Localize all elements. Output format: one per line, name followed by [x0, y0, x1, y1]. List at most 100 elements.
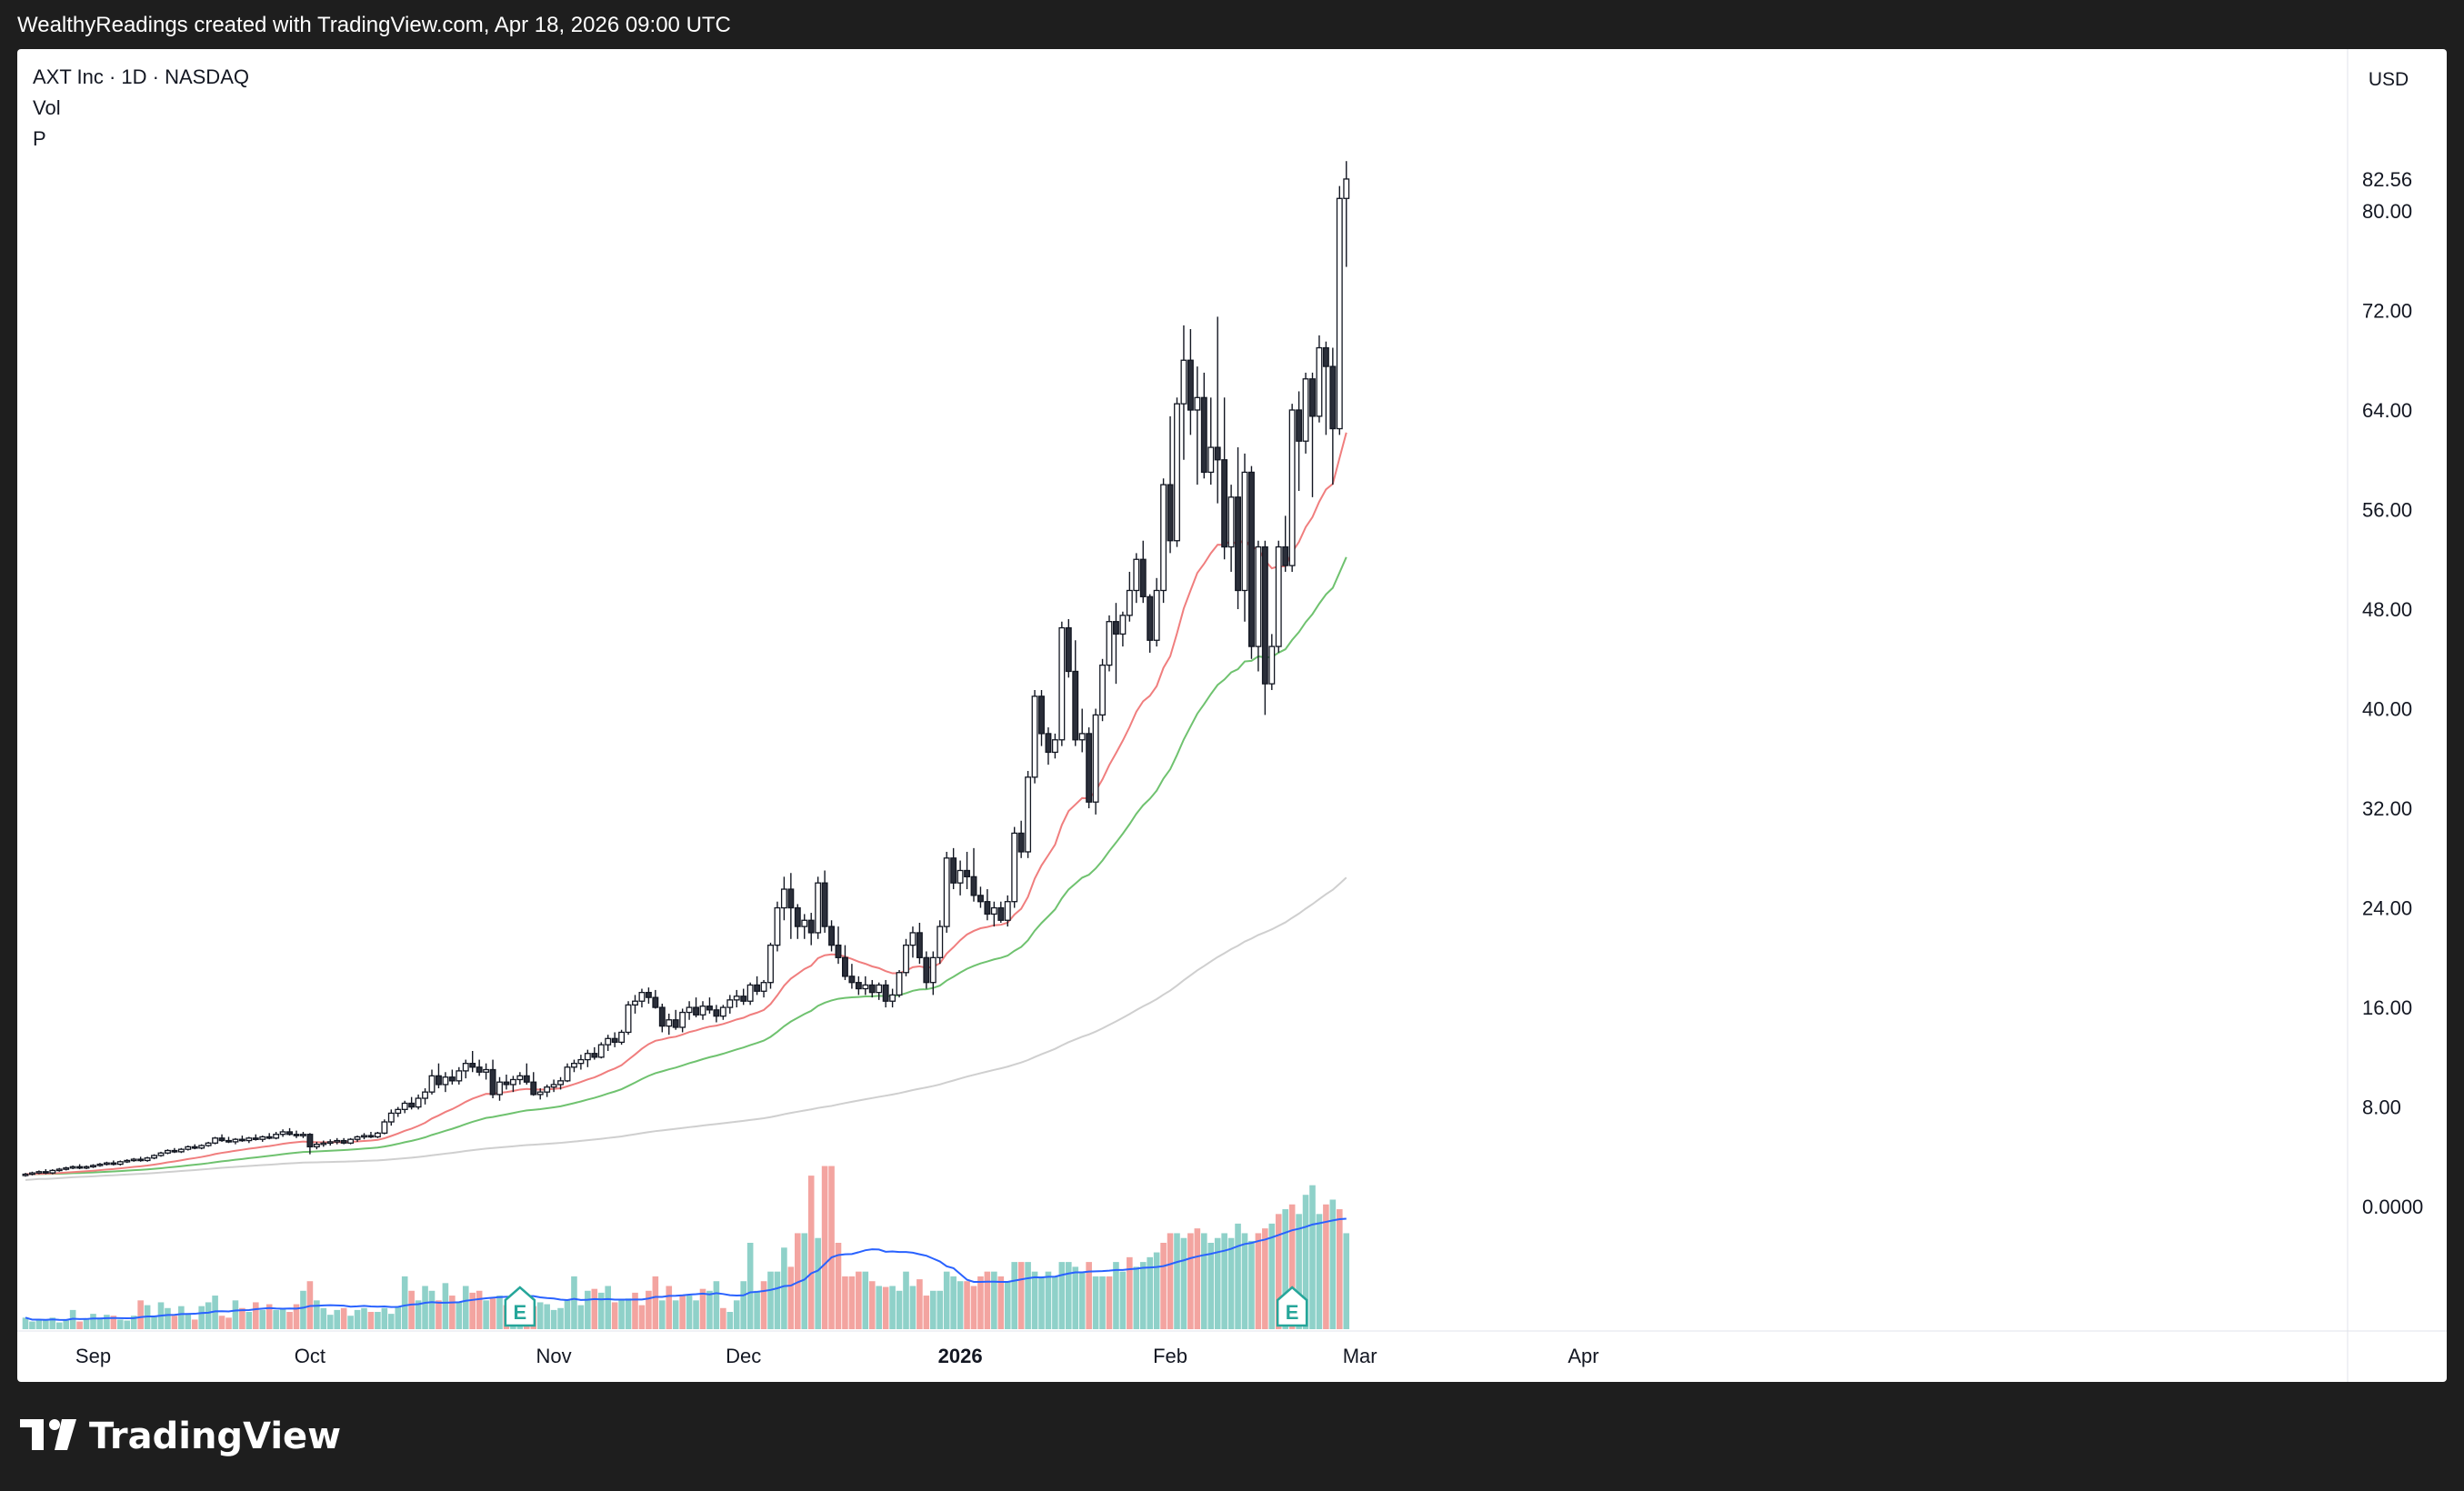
volume-bar	[1194, 1228, 1201, 1329]
candle-body	[977, 895, 984, 903]
volume-bar	[597, 1292, 605, 1329]
volume-bar	[585, 1290, 591, 1329]
price-chart[interactable]: 82.56 80.00 72.00 64.00 56.00 48.00 40.00 32.00…	[17, 49, 2447, 1382]
candle-body	[937, 926, 944, 958]
candle-body	[550, 1084, 557, 1088]
volume-bar	[1058, 1262, 1066, 1329]
volume-bar	[415, 1300, 422, 1329]
candle-body	[916, 932, 923, 958]
currency-button[interactable]: USD	[2368, 69, 2409, 90]
candle-body	[103, 1162, 110, 1166]
candle-body	[868, 984, 876, 994]
candle-body	[605, 1037, 612, 1046]
volume-bar	[456, 1302, 463, 1329]
candle-body	[767, 944, 774, 984]
volume-bar	[550, 1309, 557, 1329]
candle-body	[801, 919, 808, 927]
candle-body	[1017, 832, 1025, 853]
volume-bar	[1160, 1243, 1167, 1329]
candle-body	[706, 1006, 713, 1011]
candle-body	[564, 1066, 571, 1082]
candle-body	[1051, 739, 1058, 754]
candle-body	[395, 1108, 402, 1115]
volume-bar	[367, 1312, 375, 1329]
candle-body	[238, 1138, 245, 1142]
volume-bar	[876, 1286, 882, 1329]
volume-bar	[1235, 1223, 1241, 1329]
volume-bar	[638, 1305, 646, 1329]
price-tick-label: 72.00	[2362, 299, 2412, 322]
candle-body	[625, 1004, 632, 1034]
volume-bar	[1180, 1237, 1187, 1329]
earnings-marker-icon: E	[1276, 1286, 1308, 1327]
candle-body	[693, 1006, 699, 1016]
volume-bar	[646, 1290, 652, 1329]
price-indicator-label[interactable]: P	[33, 127, 46, 150]
candle-body	[726, 999, 734, 1008]
symbol-title[interactable]: AXT Inc · 1D · NASDAQ	[33, 65, 249, 88]
volume-bar	[868, 1281, 876, 1329]
volume-bar	[1227, 1237, 1235, 1329]
time-tick-label: Oct	[295, 1345, 326, 1367]
time-tick-label: Nov	[536, 1345, 572, 1367]
slow-moving-average-line	[25, 876, 1347, 1181]
volume-bar	[781, 1247, 787, 1329]
candle-body	[1261, 545, 1268, 685]
candle-body	[442, 1076, 449, 1086]
candle-body	[144, 1157, 151, 1162]
volume-moving-average-line	[25, 1217, 1347, 1321]
candle-body	[577, 1058, 585, 1065]
candle-body	[1086, 733, 1093, 803]
volume-bar	[909, 1286, 916, 1329]
volume-bar	[652, 1276, 659, 1329]
volume-bar	[693, 1300, 699, 1329]
candle-body	[672, 1019, 679, 1028]
volume-bar	[422, 1286, 428, 1329]
chart-panel[interactable]: 82.56 80.00 72.00 64.00 56.00 48.00 40.00 32.00…	[17, 49, 2447, 1382]
candle-body	[1058, 626, 1066, 741]
volume-bar	[1038, 1276, 1045, 1329]
volume-bar	[1017, 1262, 1025, 1329]
candle-body	[1241, 471, 1248, 592]
candle-body	[90, 1165, 96, 1168]
candle-body	[415, 1097, 422, 1108]
candle-body	[320, 1142, 327, 1146]
volume-bar	[388, 1314, 395, 1329]
candle-body	[205, 1142, 212, 1146]
volume-bar	[997, 1276, 1005, 1329]
volume-bar	[239, 1307, 245, 1329]
price-tick-label: 48.00	[2362, 598, 2412, 621]
candle-body	[503, 1081, 510, 1086]
volume-bar	[632, 1292, 638, 1329]
candle-body	[1031, 695, 1038, 778]
candle-body	[1004, 901, 1011, 921]
volume-bar	[265, 1304, 273, 1329]
volume-bar	[916, 1279, 923, 1329]
volume-bar	[930, 1290, 937, 1329]
candle-body	[754, 984, 761, 992]
candle-body	[1139, 558, 1147, 597]
candle-body	[191, 1146, 198, 1149]
volume-bar	[977, 1276, 984, 1329]
candle-body	[69, 1166, 76, 1169]
candle-body	[923, 956, 930, 984]
candle-body	[476, 1066, 483, 1073]
volume-bar	[96, 1317, 104, 1329]
chart-legend: AXT Inc · 1D · NASDAQ Vol P	[33, 62, 249, 155]
volume-bar	[151, 1316, 157, 1329]
earnings-marker-icon: E	[504, 1286, 536, 1327]
candle-body	[862, 984, 869, 990]
candle-body	[835, 944, 842, 958]
volume-bar	[1309, 1185, 1316, 1329]
earnings-marker-shape	[504, 1286, 536, 1327]
price-tick-label: 16.00	[2362, 996, 2412, 1019]
volume-bar	[862, 1271, 869, 1329]
volume-indicator-label[interactable]: Vol	[33, 96, 61, 119]
volume-bar	[950, 1276, 957, 1329]
volume-bar	[300, 1290, 306, 1329]
volume-bar	[408, 1290, 415, 1329]
candle-body	[198, 1145, 205, 1149]
candle-body	[1099, 664, 1106, 716]
candle-body	[774, 906, 781, 946]
candle-body	[1200, 396, 1207, 474]
